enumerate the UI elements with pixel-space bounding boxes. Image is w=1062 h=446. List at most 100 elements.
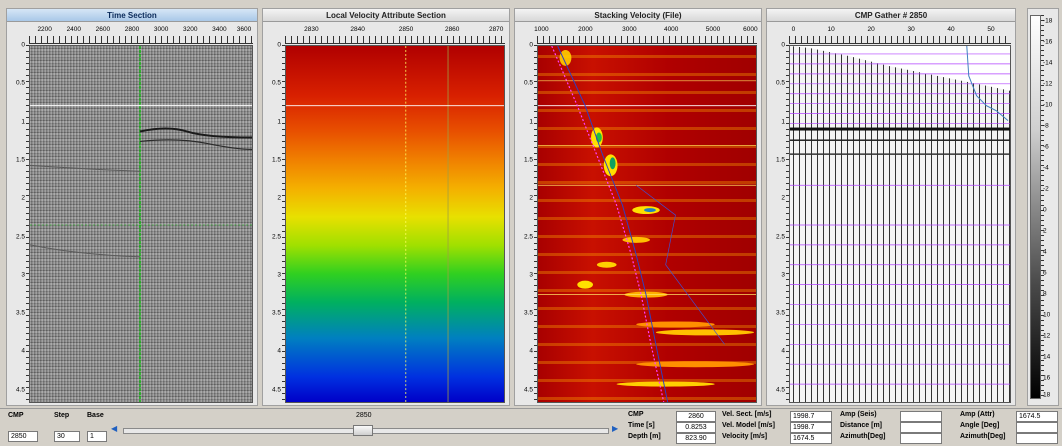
colorbar-tick: -14 bbox=[1043, 59, 1053, 67]
readout-time-label: Time [s] bbox=[628, 422, 655, 429]
colorbar-tick: -8 bbox=[1043, 122, 1049, 130]
time-section-plot[interactable] bbox=[29, 45, 253, 403]
cmp-gather-title: CMP Gather # 2850 bbox=[767, 9, 1015, 22]
y-tick: 0.5 bbox=[15, 79, 25, 87]
y-tick: 2.5 bbox=[15, 233, 25, 241]
colorbar-tick: 8 bbox=[1043, 290, 1047, 298]
x-tick: 2860 bbox=[444, 26, 460, 33]
time-section-title: Time Section bbox=[7, 9, 257, 22]
readout-time-value: 0.8253 bbox=[676, 422, 716, 433]
velocity-attribute-plot[interactable] bbox=[285, 45, 505, 403]
cmp-gather-y-axis: 0 0.5 1 1.5 2 2.5 3 3.5 4 4.5 bbox=[767, 41, 789, 403]
bottom-control-bar: CMP 2850 Step 30 Base 1 ◀ 2850 ▶ CMP 286… bbox=[0, 408, 1062, 446]
y-tick: 1.5 bbox=[523, 156, 533, 164]
y-tick: 4 bbox=[21, 347, 25, 355]
readout-distance-label: Distance [m] bbox=[840, 422, 883, 429]
velocity-attribute-x-axis: 2830 2840 2850 2860 2870 bbox=[285, 23, 505, 45]
base-input[interactable]: 1 bbox=[87, 431, 107, 442]
x-tick: 3000 bbox=[622, 26, 637, 33]
colorbar-tick: 0 bbox=[1043, 206, 1047, 214]
cmp-slider-thumb[interactable] bbox=[353, 425, 373, 436]
y-tick: 3.5 bbox=[15, 309, 25, 317]
y-tick: 0 bbox=[277, 41, 281, 49]
readout-distance-value bbox=[900, 422, 942, 433]
readout-amp-attr-label: Amp (Attr) bbox=[960, 411, 995, 418]
y-tick: 4.5 bbox=[271, 386, 281, 394]
y-tick: 3.5 bbox=[271, 309, 281, 317]
readout-velocity-label: Velocity [m/s] bbox=[722, 433, 768, 440]
y-tick: 0.5 bbox=[271, 79, 281, 87]
step-label: Step bbox=[54, 412, 70, 419]
readout-cmp-value: 2860 bbox=[676, 411, 716, 422]
stacking-velocity-panel: Stacking Velocity (File) 1000 2000 3000 … bbox=[514, 8, 762, 419]
y-tick: 0.5 bbox=[775, 79, 785, 87]
y-tick: 4.5 bbox=[15, 386, 25, 394]
readout-depth-label: Depth [m] bbox=[628, 433, 661, 440]
x-tick: 2850 bbox=[398, 26, 414, 33]
colorbar-tick: 18 bbox=[1043, 391, 1051, 399]
y-tick: 2.5 bbox=[775, 233, 785, 241]
amplitude-colorbar: -18 -16 -14 -12 -10 -8 -6 -4 -2 0 2 4 6 … bbox=[1027, 8, 1059, 406]
x-tick: 2400 bbox=[66, 26, 82, 33]
cmp-gather-plot[interactable] bbox=[789, 45, 1011, 403]
y-tick: 3 bbox=[21, 271, 25, 279]
stacking-velocity-y-axis: 0 0.5 1 1.5 2 2.5 3 3.5 4 4.5 bbox=[515, 41, 537, 403]
cmp-input[interactable]: 2850 bbox=[8, 431, 38, 442]
colorbar-tick: -4 bbox=[1043, 164, 1049, 172]
x-tick: 2000 bbox=[578, 26, 593, 33]
slider-left-arrow-icon[interactable]: ◀ bbox=[111, 424, 118, 433]
velocity-attribute-y-axis: 0 0.5 1 1.5 2 2.5 3 3.5 4 4.5 bbox=[263, 41, 285, 403]
velocity-attribute-title: Local Velocity Attribute Section bbox=[263, 9, 509, 22]
y-tick: 2.5 bbox=[523, 233, 533, 241]
readout-velocity-value: 1674.5 bbox=[790, 433, 832, 444]
x-tick: 1000 bbox=[534, 26, 549, 33]
x-tick: 30 bbox=[907, 26, 915, 33]
x-tick: 50 bbox=[987, 26, 995, 33]
readout-amp-attr-value: 1674.5 bbox=[1016, 411, 1058, 422]
base-label: Base bbox=[87, 412, 104, 419]
slider-right-arrow-icon[interactable]: ▶ bbox=[612, 424, 619, 433]
x-tick: 10 bbox=[827, 26, 835, 33]
readout-vel-model-value: 1998.7 bbox=[790, 422, 832, 433]
readout-azimuth-value bbox=[900, 433, 942, 444]
y-tick: 2.5 bbox=[271, 233, 281, 241]
colorbar-tick: -2 bbox=[1043, 185, 1049, 193]
y-tick: 2 bbox=[21, 194, 25, 202]
stacking-velocity-plot[interactable] bbox=[537, 45, 757, 403]
colorbar-tick: -10 bbox=[1043, 101, 1053, 109]
y-tick: 1 bbox=[21, 118, 25, 126]
readout-vel-model-label: Vel. Model [m/s] bbox=[722, 422, 775, 429]
stacking-velocity-title: Stacking Velocity (File) bbox=[515, 9, 761, 22]
y-tick: 0 bbox=[529, 41, 533, 49]
y-tick: 1.5 bbox=[15, 156, 25, 164]
readout-amp-seis-value bbox=[900, 411, 942, 422]
time-section-x-axis: 2200 2400 2600 2800 3000 3200 3400 3600 bbox=[29, 23, 253, 45]
y-tick: 0 bbox=[21, 41, 25, 49]
cmp-label: CMP bbox=[8, 412, 24, 419]
y-tick: 3 bbox=[529, 271, 533, 279]
colorbar-tick: 14 bbox=[1043, 353, 1051, 361]
y-tick: 0 bbox=[781, 41, 785, 49]
colorbar-tick: -16 bbox=[1043, 38, 1053, 46]
x-tick: 40 bbox=[947, 26, 955, 33]
y-tick: 1 bbox=[781, 118, 785, 126]
x-tick: 3600 bbox=[236, 26, 252, 33]
x-tick: 20 bbox=[867, 26, 875, 33]
x-tick: 0 bbox=[791, 26, 796, 33]
x-tick: 5000 bbox=[705, 26, 721, 33]
readout-azimuth-label: Azimuth[Deg] bbox=[840, 433, 886, 440]
stacking-velocity-x-axis: 1000 2000 3000 4000 5000 6000 bbox=[534, 23, 758, 45]
y-tick: 1.5 bbox=[775, 156, 785, 164]
x-tick: 2840 bbox=[350, 26, 365, 33]
colorbar-tick: -6 bbox=[1043, 143, 1049, 151]
x-tick: 3200 bbox=[183, 26, 198, 33]
step-input[interactable]: 30 bbox=[54, 431, 80, 442]
readout-angle-label: Angle [Deg] bbox=[960, 422, 1000, 429]
readout-azimuth2-value bbox=[1016, 433, 1058, 444]
readout-cmp-label: CMP bbox=[628, 411, 644, 418]
time-section-panel: Time Section 2200 2400 2600 2800 3000 32… bbox=[6, 8, 258, 419]
readout-vel-sect-value: 1998.7 bbox=[790, 411, 832, 422]
readout-vel-sect-label: Vel. Sect. [m/s] bbox=[722, 411, 772, 418]
colorbar-tick: 2 bbox=[1043, 227, 1047, 235]
y-tick: 4 bbox=[277, 347, 281, 355]
